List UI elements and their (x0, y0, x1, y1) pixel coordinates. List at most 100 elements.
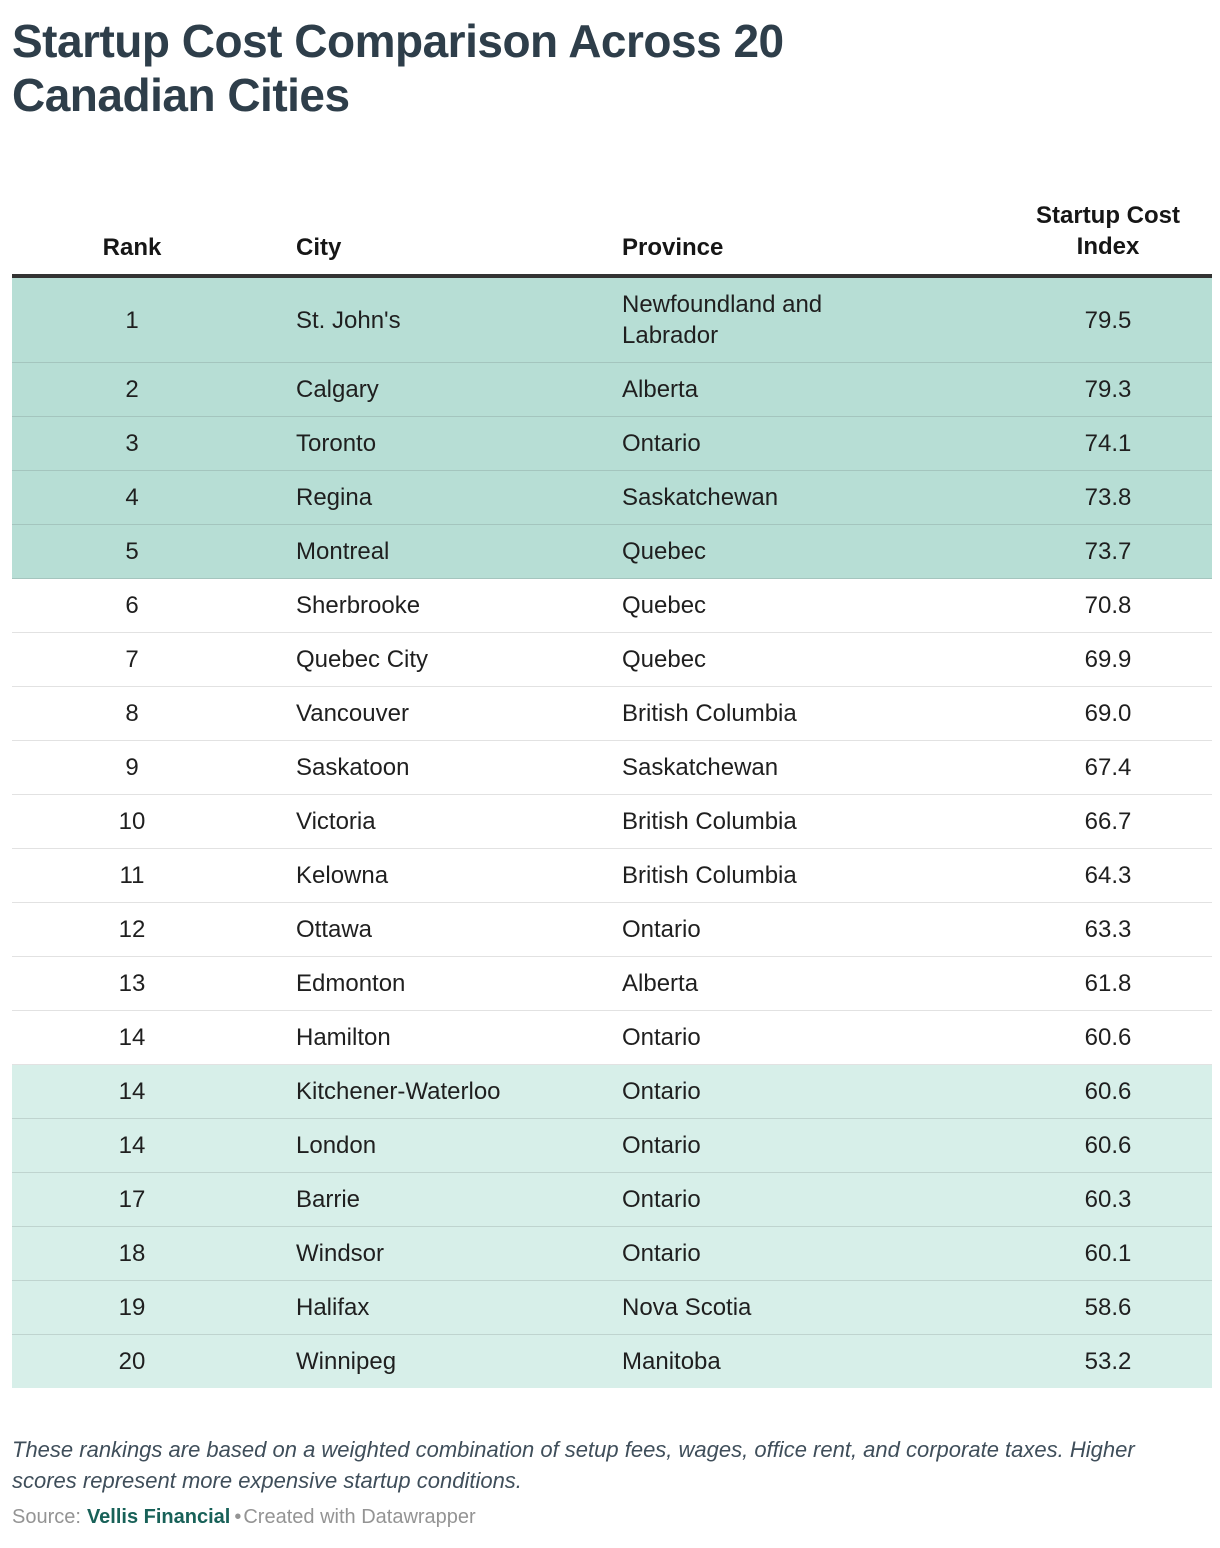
cell-index: 70.8 (1084, 592, 1132, 619)
cell-city: Barrie (296, 1186, 361, 1213)
table-row: 8 Vancouver British Columbia 69.0 (12, 687, 1212, 741)
table-row: 6 Sherbrooke Quebec 70.8 (12, 579, 1212, 633)
table-row: 14 Kitchener-Waterloo Ontario 60.6 (12, 1065, 1212, 1119)
cell-index: 74.1 (1084, 430, 1132, 457)
cell-index: 73.8 (1084, 484, 1132, 511)
cell-rank: 2 (125, 376, 139, 403)
cell-index: 60.3 (1084, 1186, 1132, 1213)
cell-city: Montreal (296, 538, 390, 565)
table-row: 13 Edmonton Alberta 61.8 (12, 957, 1212, 1011)
cell-index: 61.8 (1084, 970, 1132, 997)
cell-city: Ottawa (296, 916, 373, 943)
source-line: Source: Vellis Financial • Created with Dat… (12, 1506, 1212, 1529)
source-label: Source: (12, 1506, 81, 1528)
cell-index: 63.3 (1084, 916, 1132, 943)
column-header-index: Startup Cost Index (1036, 202, 1180, 260)
cell-rank: 14 (118, 1024, 146, 1051)
cell-rank: 14 (118, 1132, 146, 1159)
cell-province: Ontario (622, 1132, 701, 1159)
cell-province: Quebec (622, 592, 707, 619)
cell-province: Saskatchewan (622, 484, 779, 511)
cell-city: Vancouver (296, 700, 409, 727)
table-row: 5 Montreal Quebec 73.7 (12, 525, 1212, 579)
cell-province: Newfoundland and Labrador (622, 291, 823, 349)
cell-province: Ontario (622, 430, 701, 457)
page: Startup Cost Comparison Across 20 Canadi… (0, 14, 1220, 1529)
cell-city: Calgary (296, 376, 379, 403)
page-title: Startup Cost Comparison Across 20 Canadi… (12, 15, 784, 121)
cell-province: Manitoba (622, 1348, 721, 1375)
cell-index: 53.2 (1084, 1348, 1132, 1375)
cell-rank: 6 (125, 592, 139, 619)
cell-province: Quebec (622, 646, 707, 673)
cell-city: Sherbrooke (296, 592, 421, 619)
table-row: 11 Kelowna British Columbia 64.3 (12, 849, 1212, 903)
cell-city: St. John's (296, 306, 401, 334)
cell-city: Kitchener-Waterloo (296, 1078, 501, 1105)
source-link[interactable]: Vellis Financial (86, 1506, 231, 1528)
cell-index: 79.3 (1084, 376, 1132, 403)
cell-province: Alberta (622, 376, 699, 403)
table-row: 9 Saskatoon Saskatchewan 67.4 (12, 741, 1212, 795)
cell-city: Windsor (296, 1240, 385, 1267)
source-separator: • (234, 1506, 242, 1528)
cell-rank: 20 (118, 1348, 146, 1375)
cell-province: Alberta (622, 970, 699, 997)
cell-province: Nova Scotia (622, 1294, 752, 1321)
table-header-row: Rank City Province Startup Cost Index (12, 200, 1212, 278)
cell-index: 60.6 (1084, 1132, 1132, 1159)
column-header-city: City (296, 234, 342, 261)
cell-city: Quebec City (296, 646, 429, 673)
cell-province: Ontario (622, 1240, 701, 1267)
cell-province: Ontario (622, 1024, 701, 1051)
cell-index: 60.6 (1084, 1078, 1132, 1105)
column-header-province: Province (622, 234, 724, 261)
table-row: 12 Ottawa Ontario 63.3 (12, 903, 1212, 957)
cell-rank: 19 (118, 1294, 146, 1321)
cell-city: Saskatoon (296, 754, 410, 781)
cell-rank: 18 (118, 1240, 146, 1267)
cell-rank: 10 (118, 808, 146, 835)
cell-rank: 8 (125, 700, 139, 727)
cell-province: Ontario (622, 1078, 701, 1105)
cell-province: Ontario (622, 916, 701, 943)
cell-rank: 1 (125, 306, 139, 334)
cell-rank: 12 (118, 916, 146, 943)
cell-city: Halifax (296, 1294, 370, 1321)
cell-index: 58.6 (1084, 1294, 1132, 1321)
column-header-rank: Rank (102, 234, 162, 261)
cell-index: 79.5 (1084, 306, 1132, 334)
cell-rank: 4 (125, 484, 139, 511)
startup-cost-table: Rank City Province Startup Cost Index 1 S… (12, 200, 1212, 1388)
cell-city: Kelowna (296, 862, 389, 889)
cell-rank: 7 (125, 646, 139, 673)
cell-rank: 11 (119, 862, 145, 889)
cell-province: Saskatchewan (622, 754, 779, 781)
cell-rank: 17 (118, 1186, 146, 1213)
table-body: 1 St. John's Newfoundland and Labrador 79.5… (12, 278, 1212, 1388)
table-row: 1 St. John's Newfoundland and Labrador 79.5 (12, 278, 1212, 363)
source-credit: Created with Datawrapper (243, 1506, 476, 1528)
cell-province: British Columbia (622, 808, 797, 835)
cell-city: Edmonton (296, 970, 406, 997)
cell-rank: 5 (125, 538, 139, 565)
cell-province: British Columbia (622, 862, 797, 889)
table-row: 20 Winnipeg Manitoba 53.2 (12, 1335, 1212, 1388)
cell-city: Winnipeg (296, 1348, 397, 1375)
cell-index: 69.0 (1084, 700, 1132, 727)
cell-index: 66.7 (1084, 808, 1132, 835)
table-row: 7 Quebec City Quebec 69.9 (12, 633, 1212, 687)
cell-rank: 14 (118, 1078, 146, 1105)
cell-city: Hamilton (296, 1024, 391, 1051)
cell-rank: 13 (118, 970, 146, 997)
cell-index: 73.7 (1084, 538, 1132, 565)
cell-province: Ontario (622, 1186, 701, 1213)
cell-index: 60.6 (1084, 1024, 1132, 1051)
cell-rank: 3 (125, 430, 139, 457)
cell-rank: 9 (125, 754, 139, 781)
table-row: 14 Hamilton Ontario 60.6 (12, 1011, 1212, 1065)
cell-province: British Columbia (622, 700, 797, 727)
cell-province: Quebec (622, 538, 707, 565)
cell-index: 60.1 (1084, 1240, 1132, 1267)
table-row: 2 Calgary Alberta 79.3 (12, 363, 1212, 417)
